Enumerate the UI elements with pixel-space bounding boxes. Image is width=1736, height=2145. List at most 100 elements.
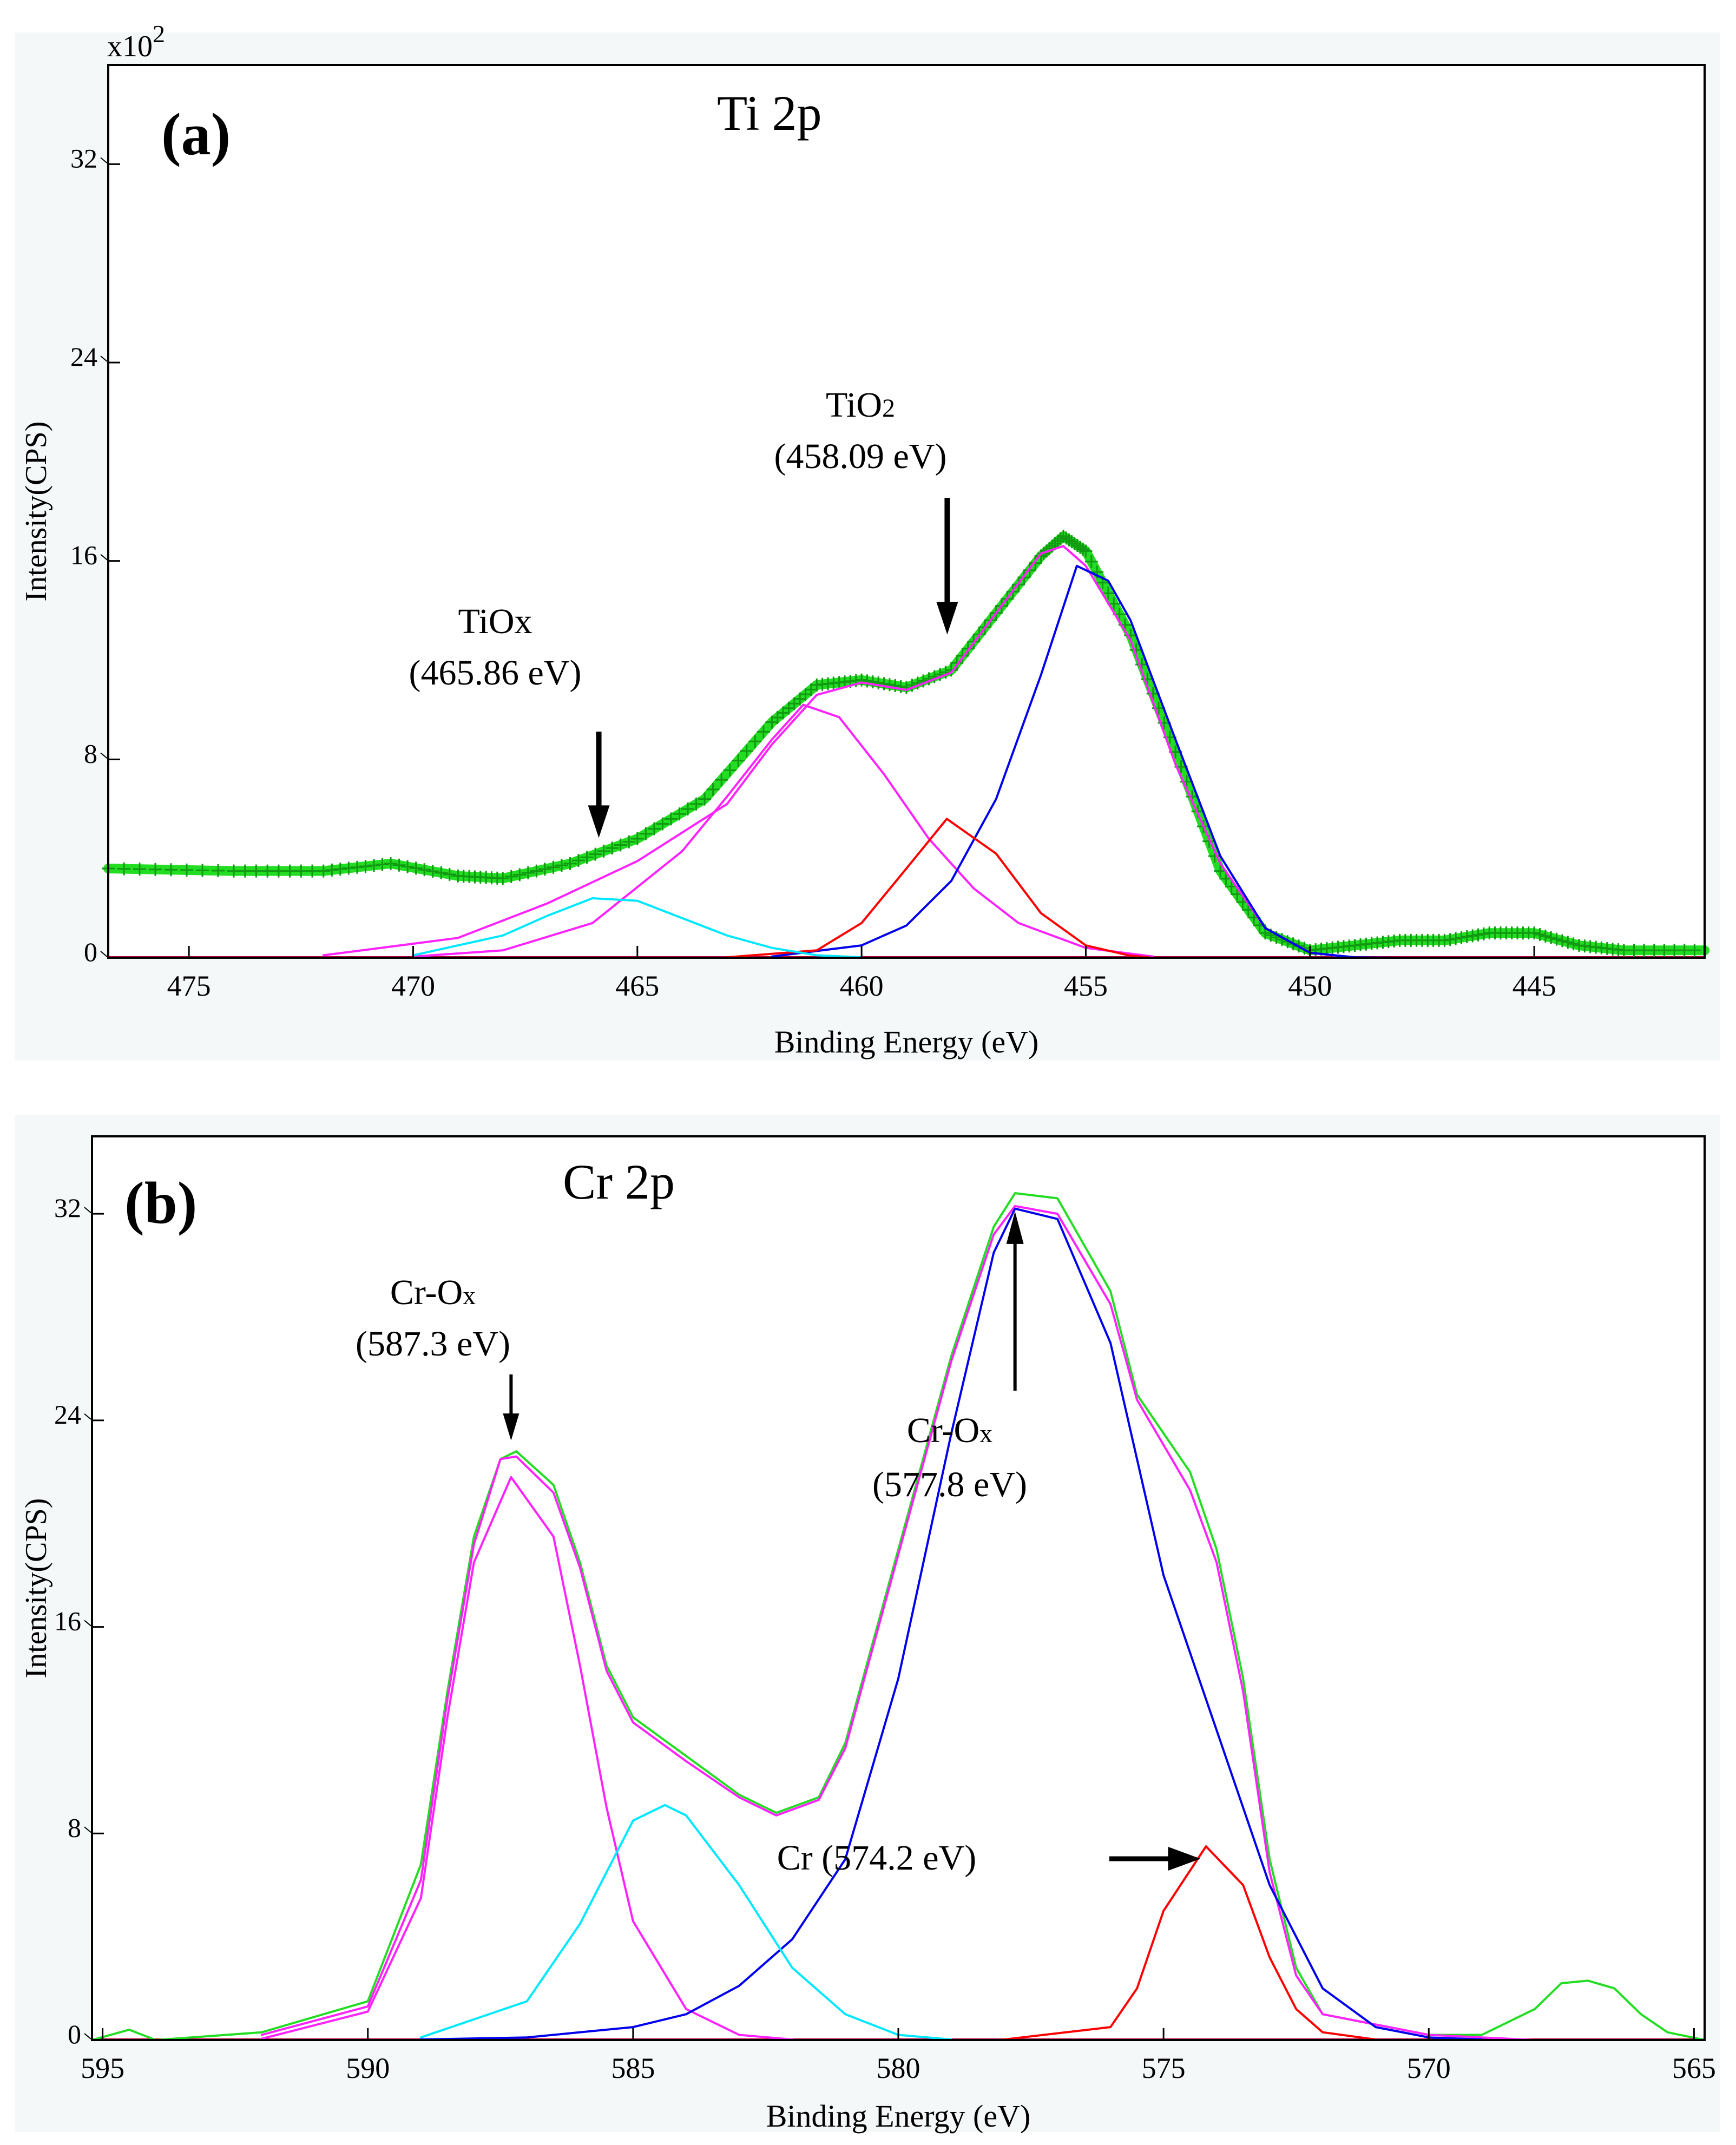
panel-a-envelope-marker — [715, 773, 728, 787]
panel-b-x-axis-label: Binding Energy (eV) — [766, 2098, 1031, 2134]
panel-a-envelope-marker — [165, 863, 178, 877]
panel-a-envelope-marker — [384, 857, 398, 870]
panel-b-series-cr-metal — [1003, 1845, 1377, 2041]
panel-b-y-tick-label: 24 — [54, 1399, 81, 1430]
panel-a-envelope-marker — [1550, 932, 1563, 946]
panel-b-plot-area — [92, 1136, 1705, 2040]
panel-a-series-fit-sum — [322, 545, 1356, 959]
panel-b-y-tick-notch — [84, 1413, 91, 1420]
panel-a-envelope-marker — [723, 764, 737, 777]
panel-a-y-tick-notch — [100, 356, 108, 362]
panel-a-envelope-marker — [1460, 930, 1474, 944]
panel-b-y-tick-label: 8 — [68, 1812, 81, 1843]
panel-a-envelope-marker — [283, 864, 297, 878]
panel-b-series-cr-ox-2p3-2 — [419, 1207, 1483, 2041]
panel-a-envelope-marker — [614, 838, 627, 852]
panel-a-envelope-marker — [1544, 931, 1558, 944]
panel-a-annotation-tiox-value: (465.86 eV) — [409, 653, 582, 693]
panel-a-envelope-marker — [1079, 544, 1093, 558]
panel-a-envelope-marker — [740, 744, 753, 758]
panel-a-x-tick-label: 450 — [1288, 970, 1332, 1002]
panel-a-envelope-marker — [367, 859, 380, 872]
panel-b-y-tick-label: 32 — [54, 1193, 81, 1223]
panel-a-envelope-marker — [325, 863, 339, 877]
panel-a-y-tick-label: 24 — [70, 341, 97, 372]
panel-a-series-ti-2p1-2 — [412, 703, 1154, 958]
panel-a-annotation-tiox-label: TiOx — [458, 602, 532, 641]
panel-b-annotation-cr-ox-577-8-value: (577.8 eV) — [872, 1465, 1027, 1504]
panel-a-envelope-marker — [306, 864, 319, 878]
panel-a-frame — [107, 64, 1706, 959]
panel-b-annotation-cr-arrowhead — [1168, 1847, 1201, 1871]
panel-a-envelope-marker — [877, 677, 891, 690]
panel-a-y-tick-notch — [100, 554, 108, 561]
panel-a-x-tick-label: 455 — [1064, 970, 1108, 1002]
panel-a-envelope-marker — [1029, 556, 1042, 570]
panel-b-x-tick-label: 565 — [1672, 2052, 1716, 2084]
panel-a-envelope-marker — [513, 868, 527, 881]
panel-a-envelope-marker — [547, 860, 560, 874]
panel-a-y-tick-label: 0 — [84, 937, 97, 967]
panel-a-envelope-marker — [748, 735, 762, 748]
panel-a-envelope-marker — [1466, 929, 1479, 943]
panel-a-envelope-marker — [1449, 932, 1463, 945]
panel-b-y-axis-label: Intensity(CPS) — [19, 1498, 53, 1679]
panel-b-y-tick-notch — [84, 1620, 91, 1627]
panel-b-series-measured-envelope — [91, 1192, 1706, 2041]
panel-a-envelope-marker — [757, 725, 770, 739]
panel-a-envelope-marker — [673, 807, 686, 821]
panel-a-envelope-marker — [333, 863, 347, 876]
panel-a-envelope-marker — [149, 863, 162, 876]
panel-a-envelope-marker — [418, 863, 431, 877]
panel-b-x-tick-label: 595 — [81, 2052, 124, 2084]
panel-a-annotation-tio2-value: (458.09 eV) — [774, 437, 947, 476]
panel-b-x-tick-label: 580 — [877, 2052, 920, 2084]
panel-a-envelope-marker — [872, 676, 885, 689]
panel-a-label: (a) — [161, 101, 231, 167]
panel-a-envelope-marker — [555, 859, 568, 872]
panel-a-envelope-marker — [117, 862, 131, 876]
panel-a-envelope-marker — [622, 835, 636, 848]
panel-a-envelope-marker — [630, 832, 644, 845]
panel-a-envelope-marker — [180, 863, 194, 877]
panel-a-envelope-marker — [212, 864, 225, 878]
panel-a-envelope-marker — [409, 861, 423, 875]
panel-a-ticks: 475 470 465 460 455 450 445 0 8 16 24 32 — [70, 143, 1556, 1002]
panel-b-annotation-cr-ox-577-8-arrowhead — [1006, 1211, 1024, 1244]
panel-a-envelope-marker — [563, 857, 577, 870]
panel-a-envelope-marker — [1688, 944, 1701, 957]
panel-a-envelope-marker — [133, 863, 147, 876]
panel-a-envelope-marker — [196, 864, 209, 877]
panel-b-annotation-cr-ox-577-8-label: Cr-Ox — [907, 1411, 992, 1450]
panel-a-envelope-marker — [249, 864, 263, 878]
panel-a-y-tick-notch — [100, 157, 108, 164]
panel-a-envelope-marker — [647, 822, 661, 835]
panel-a-envelope-marker — [1477, 927, 1490, 940]
panel-b-annotations: Cr-Ox (587.3 eV) Cr-Ox (577.8 eV) Cr (574.2 … — [356, 1211, 1201, 1878]
panel-a-envelope-marker — [1023, 563, 1036, 577]
panel-a-y-tick-label: 8 — [84, 738, 97, 768]
panel-a-envelope-marker — [272, 864, 285, 878]
panel-b-annotation-cr-label: Cr (574.2 eV) — [777, 1838, 976, 1878]
panel-a-y-tick-label: 32 — [70, 143, 97, 173]
panel-a-envelope-marker — [392, 858, 406, 872]
panel-b-label: (b) — [124, 1170, 197, 1236]
panel-a-plot-area — [108, 65, 1705, 958]
panel-a-envelope-marker — [706, 782, 720, 796]
panel-a-series-markers — [102, 529, 1701, 957]
panel-a-annotation-tiox-arrowhead — [588, 805, 610, 838]
panel-b-x-tick-label: 570 — [1407, 2052, 1451, 2084]
panel-a-y-axis-label: Intensity(CPS) — [19, 422, 53, 602]
panel-a-x-tick-label: 470 — [391, 970, 435, 1002]
panel-a-envelope-marker — [238, 864, 252, 878]
panel-a-envelope-marker — [572, 854, 586, 867]
panel-a-envelope-marker — [580, 851, 594, 864]
panel-b-series-fit-sum — [260, 1205, 1536, 2041]
panel-a-x-tick-label: 475 — [167, 970, 211, 1002]
panel-a-envelope-marker — [1455, 931, 1468, 944]
panel-a-envelope-marker — [426, 865, 439, 878]
panel-b-x-tick-label: 590 — [346, 2052, 390, 2084]
panel-a-envelope-marker — [866, 675, 879, 689]
panel-a-envelope-marker — [1555, 934, 1569, 948]
